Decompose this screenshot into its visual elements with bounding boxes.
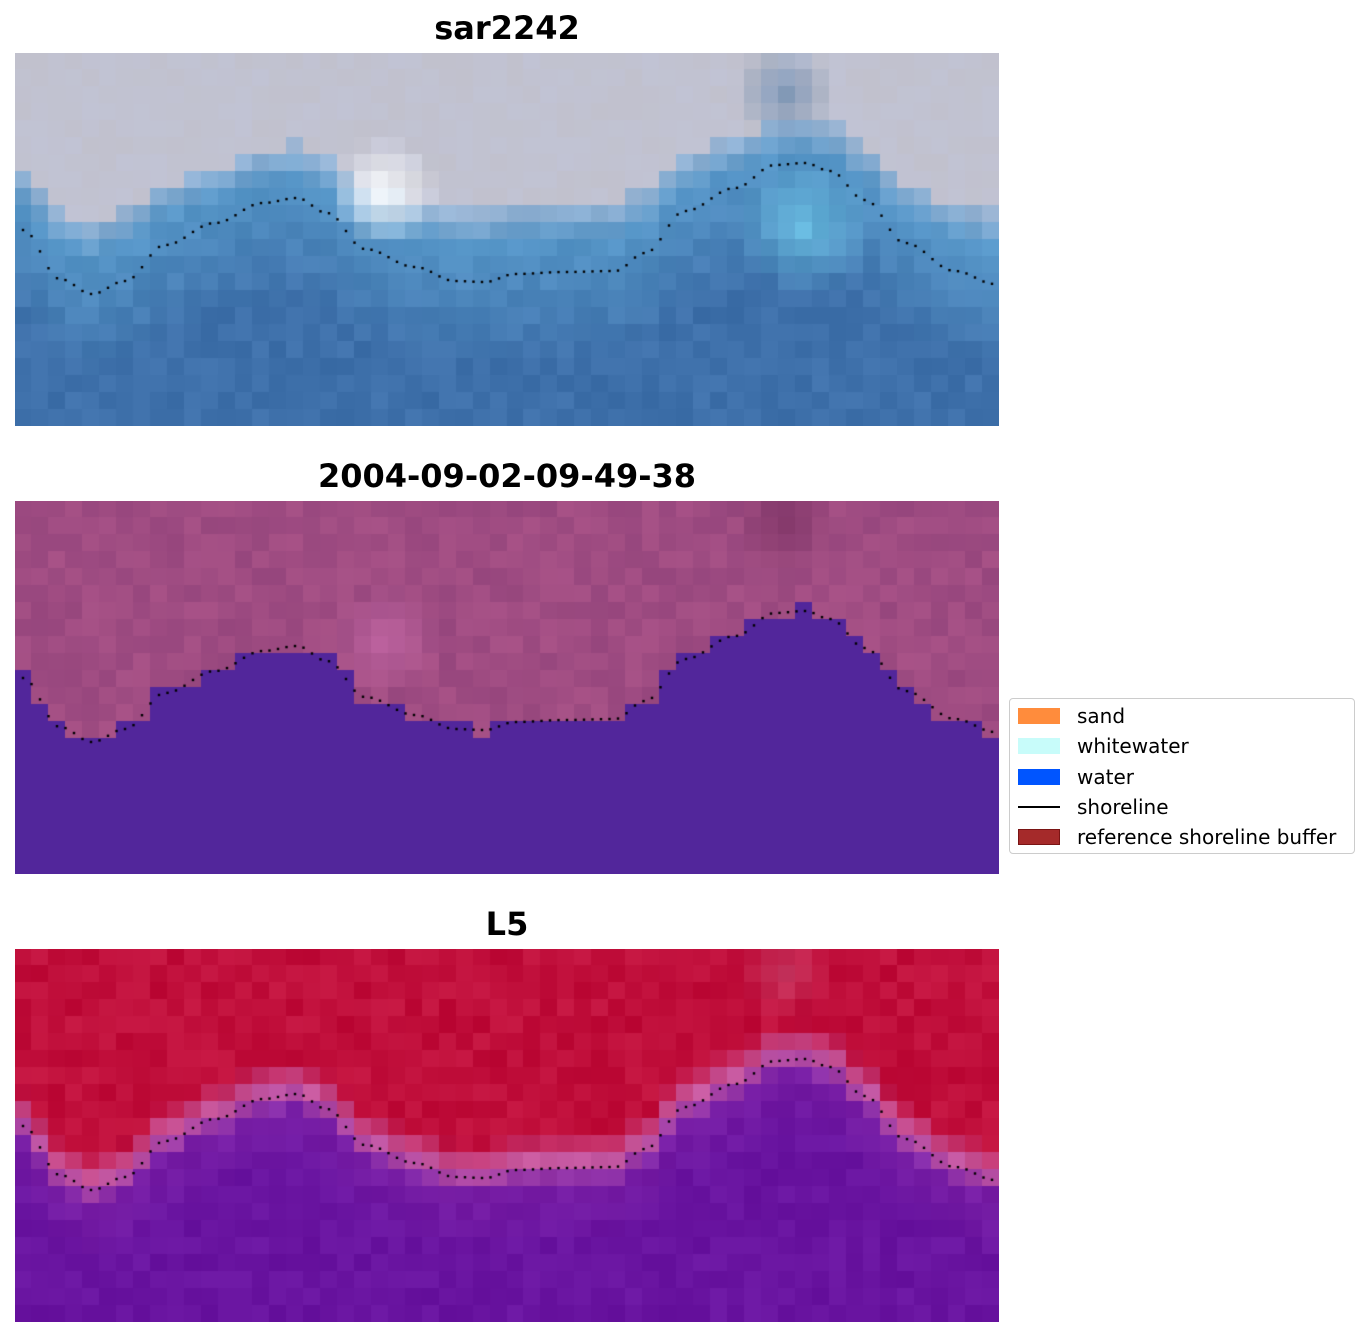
panel-title-3: L5 (485, 905, 529, 943)
legend-swatch-whitewater (1018, 738, 1060, 754)
legend-item-whitewater: whitewater (1010, 734, 1354, 758)
panel-title-1: sar2242 (434, 9, 580, 47)
legend: sand whitewater water shoreline referenc… (1009, 698, 1355, 854)
legend-swatch-water (1018, 769, 1060, 785)
legend-label: whitewater (1077, 734, 1189, 758)
legend-item-reference-buffer: reference shoreline buffer (1010, 825, 1354, 849)
image-panel-1 (15, 53, 999, 426)
image-panel-2 (15, 501, 999, 874)
legend-label: reference shoreline buffer (1077, 825, 1337, 849)
legend-label: water (1077, 765, 1134, 789)
legend-label: shoreline (1077, 795, 1169, 819)
legend-item-sand: sand (1010, 704, 1354, 728)
legend-item-shoreline: shoreline (1010, 795, 1354, 819)
legend-line-shoreline (1018, 806, 1060, 808)
legend-swatch-reference-buffer (1018, 829, 1060, 845)
legend-label: sand (1077, 704, 1126, 728)
legend-item-water: water (1010, 765, 1354, 789)
image-panel-3 (15, 949, 999, 1322)
panel-title-2: 2004-09-02-09-49-38 (317, 457, 697, 495)
legend-swatch-sand (1018, 708, 1060, 724)
